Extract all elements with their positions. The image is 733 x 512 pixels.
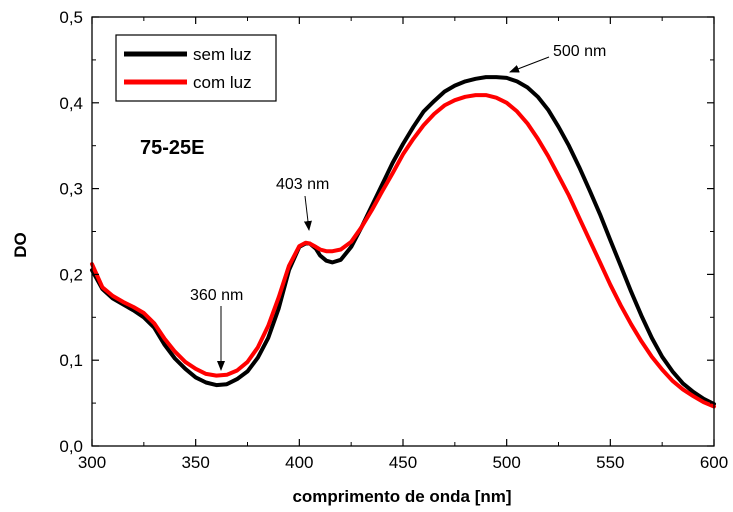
annotation-403nm: 403 nm [276, 176, 329, 193]
x-tick-label: 600 [700, 453, 728, 472]
ticks-group [91, 16, 715, 447]
annotation-arrow-403nm [303, 195, 312, 231]
y-tick-label: 0,4 [59, 94, 83, 113]
tick-labels: 300 350 400 450 500 550 600 0,0 0,1 0,2 0,3 0,4 0,5 [59, 8, 728, 472]
y-axis-title: DO [11, 232, 30, 258]
legend-box [115, 34, 277, 102]
y-tick-label: 0,3 [59, 180, 83, 199]
series-group [90, 75, 716, 409]
legend-label-com-luz: com luz [193, 73, 252, 92]
y-tick-label: 0,5 [59, 8, 83, 27]
annotation-360nm: 360 nm [190, 287, 243, 304]
x-tick-label: 400 [285, 453, 313, 472]
x-tick-label: 450 [389, 453, 417, 472]
annotation-500nm: 500 nm [553, 43, 606, 60]
sample-label: 75-25E [140, 137, 205, 159]
y-tick-label: 0,2 [59, 265, 83, 284]
x-tick-label: 350 [181, 453, 209, 472]
series-line-com-luz [90, 93, 716, 409]
x-tick-label: 300 [78, 453, 106, 472]
x-axis-title: comprimento de onda [nm] [292, 487, 511, 506]
annotation-arrow-500nm [509, 56, 550, 73]
y-tick-label: 0,0 [59, 437, 83, 456]
legend-label-sem-luz: sem luz [193, 45, 252, 64]
y-tick-label: 0,1 [59, 351, 83, 370]
x-tick-label: 550 [596, 453, 624, 472]
annotations: 500 nm 403 nm 360 nm [190, 43, 606, 371]
x-tick-label: 500 [492, 453, 520, 472]
legend: sem luz com luz [115, 34, 277, 102]
series-line-sem-luz [90, 75, 716, 406]
